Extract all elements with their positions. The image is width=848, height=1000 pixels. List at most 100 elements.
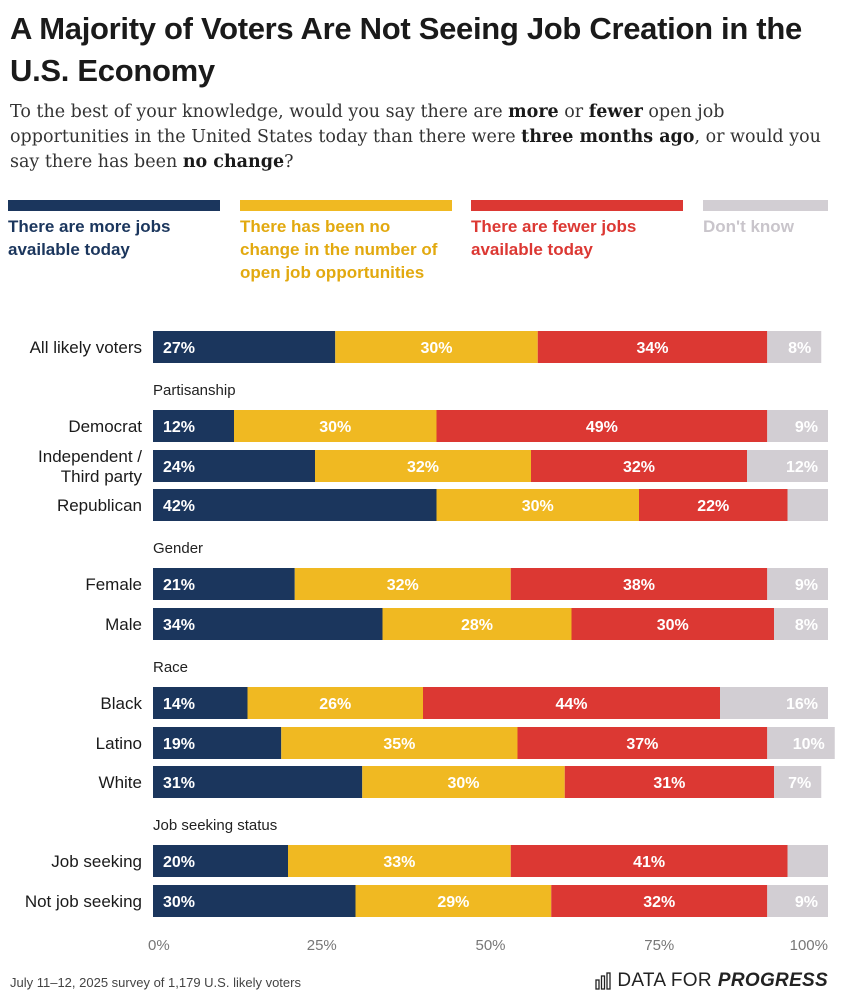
- data-label-not-job-seeking-2: 29%: [437, 894, 469, 911]
- bar-latino-2: [281, 727, 518, 759]
- bar-job-seeking-2: [288, 845, 511, 877]
- bar-not-job-seeking-2: [355, 885, 552, 917]
- data-label-all-likely-voters-1: 27%: [163, 340, 195, 357]
- bar-republican-3: [639, 489, 788, 521]
- data-label-democrat-4: 9%: [795, 419, 818, 436]
- bar-female-4: [767, 568, 828, 600]
- bar-job-seeking-4: [787, 845, 828, 877]
- bar-male-1: [153, 608, 383, 640]
- data-label-black-2: 26%: [319, 696, 351, 713]
- bar-independent-third-party-1: [153, 450, 315, 482]
- legend-item-more-jobs: There are more jobs available today: [8, 200, 220, 261]
- bar-white-3: [564, 766, 774, 798]
- row-label-female: Female: [85, 575, 142, 594]
- data-label-female-3: 38%: [623, 577, 655, 594]
- data-label-all-likely-voters-4: 8%: [788, 340, 811, 357]
- chart-subtitle: To the best of your knowledge, would you…: [10, 102, 821, 172]
- bar-republican-1: [153, 489, 437, 521]
- brand-text-bold: PROGRESS: [717, 970, 828, 991]
- bar-job-seeking-3: [510, 845, 788, 877]
- data-label-male-4: 8%: [795, 617, 818, 634]
- data-label-independent-third-party-4: 12%: [786, 459, 818, 476]
- data-label-not-job-seeking-3: 32%: [643, 894, 675, 911]
- data-label-all-likely-voters-2: 30%: [420, 340, 452, 357]
- group-header-partisanship: Partisanship: [153, 382, 236, 399]
- bar-black-1: [153, 687, 248, 719]
- legend-item-dont-know: Don't know: [703, 200, 828, 238]
- group-header-race: Race: [153, 659, 188, 676]
- legend-item-no-change: There has been no change in the number o…: [240, 200, 452, 284]
- row-label-male: Male: [105, 615, 142, 634]
- x-tick-0-0: 0%: [148, 937, 170, 954]
- bar-white-1: [153, 766, 363, 798]
- bar-democrat-1: [153, 410, 234, 442]
- legend-swatch-more-jobs: [8, 200, 220, 211]
- data-label-female-2: 32%: [387, 577, 419, 594]
- row-label-republican: Republican: [57, 496, 142, 515]
- bar-republican-4: [787, 489, 828, 521]
- bar-latino-3: [517, 727, 768, 759]
- bar-independent-third-party-3: [531, 450, 747, 482]
- x-tick-100-4: 100%: [790, 937, 828, 954]
- legend-swatch-fewer-jobs: [471, 200, 683, 211]
- bar-not-job-seeking-4: [767, 885, 828, 917]
- row-label-not-job-seeking: Not job seeking: [25, 892, 142, 911]
- data-label-male-1: 34%: [163, 617, 195, 634]
- bar-independent-third-party-4: [747, 450, 828, 482]
- chart-title: A Majority of Voters Are Not Seeing Job …: [10, 11, 802, 88]
- bar-male-2: [382, 608, 572, 640]
- row-label-all-likely-voters: All likely voters: [30, 338, 142, 357]
- data-label-latino-1: 19%: [163, 736, 195, 753]
- bar-female-3: [510, 568, 768, 600]
- bar-latino-4: [767, 727, 835, 759]
- group-header-job-seeking-status: Job seeking status: [153, 817, 277, 834]
- bar-job-seeking-1: [153, 845, 288, 877]
- bar-black-4: [720, 687, 828, 719]
- data-label-white-2: 30%: [447, 775, 479, 792]
- row-label-white: White: [99, 773, 142, 792]
- brand-logo: DATA FOR PROGRESS: [595, 970, 828, 992]
- x-tick-75-3: 75%: [644, 937, 674, 954]
- legend-label-fewer-jobs: There are fewer jobs available today: [471, 217, 637, 259]
- data-label-independent-third-party-2: 32%: [407, 459, 439, 476]
- data-label-latino-2: 35%: [383, 736, 415, 753]
- bar-democrat-3: [436, 410, 768, 442]
- row-label-black: Black: [100, 694, 142, 713]
- data-label-black-1: 14%: [163, 696, 195, 713]
- survey-note: July 11–12, 2025 survey of 1,179 U.S. li…: [10, 975, 301, 990]
- data-label-female-1: 21%: [163, 577, 195, 594]
- data-label-all-likely-voters-3: 34%: [636, 340, 668, 357]
- legend-swatch-no-change: [240, 200, 452, 211]
- legend-item-fewer-jobs: There are fewer jobs available today: [471, 200, 683, 261]
- bar-black-3: [423, 687, 720, 719]
- row-label-job-seeking: Job seeking: [51, 852, 142, 871]
- bar-democrat-2: [234, 410, 437, 442]
- row-label-independent-third-party: Independent / Third party: [38, 447, 142, 486]
- bar-chart-icon: [595, 972, 611, 990]
- data-label-latino-3: 37%: [626, 736, 658, 753]
- data-label-job-seeking-1: 20%: [163, 854, 195, 871]
- data-label-republican-3: 22%: [697, 498, 729, 515]
- bar-black-2: [247, 687, 423, 719]
- data-label-male-3: 30%: [657, 617, 689, 634]
- legend-swatch-dont-know: [703, 200, 828, 211]
- data-label-white-1: 31%: [163, 775, 195, 792]
- bar-independent-third-party-2: [315, 450, 531, 482]
- bar-male-3: [571, 608, 774, 640]
- bar-white-4: [774, 766, 822, 798]
- data-label-republican-2: 30%: [522, 498, 554, 515]
- group-header-gender: Gender: [153, 540, 203, 557]
- legend-label-no-change: There has been no change in the number o…: [240, 217, 438, 282]
- data-label-male-2: 28%: [461, 617, 493, 634]
- bar-democrat-4: [767, 410, 828, 442]
- data-label-democrat-3: 49%: [586, 419, 618, 436]
- bar-female-1: [153, 568, 295, 600]
- bar-white-2: [362, 766, 565, 798]
- data-label-black-3: 44%: [555, 696, 587, 713]
- bar-male-4: [774, 608, 828, 640]
- data-label-independent-third-party-3: 32%: [623, 459, 655, 476]
- bar-republican-2: [436, 489, 639, 521]
- data-label-female-4: 9%: [795, 577, 818, 594]
- data-label-not-job-seeking-4: 9%: [795, 894, 818, 911]
